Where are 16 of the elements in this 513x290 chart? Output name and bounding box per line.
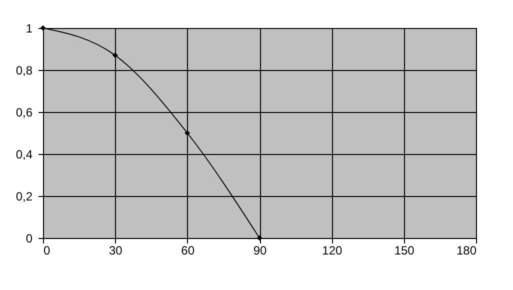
y-tick-label: 0,2 [16,190,33,204]
x-tick-label: 120 [322,244,342,258]
x-tick-label: 60 [181,244,195,258]
y-tick-label: 0,4 [16,148,33,162]
point [184,130,190,136]
point [256,235,262,241]
point [112,52,118,58]
x-tick-label: 0 [44,244,50,258]
y-tick-label: 0,8 [16,64,33,78]
y-tick-label: 0 [26,232,33,246]
x-tick-label: 90 [253,244,267,258]
x-tick-label: 30 [108,244,123,258]
x-tick-label: 180 [456,244,477,258]
y-tick-label: 0,6 [16,106,33,120]
y-tick-label: 1 [26,22,33,36]
x-tick-label: 150 [394,244,415,258]
